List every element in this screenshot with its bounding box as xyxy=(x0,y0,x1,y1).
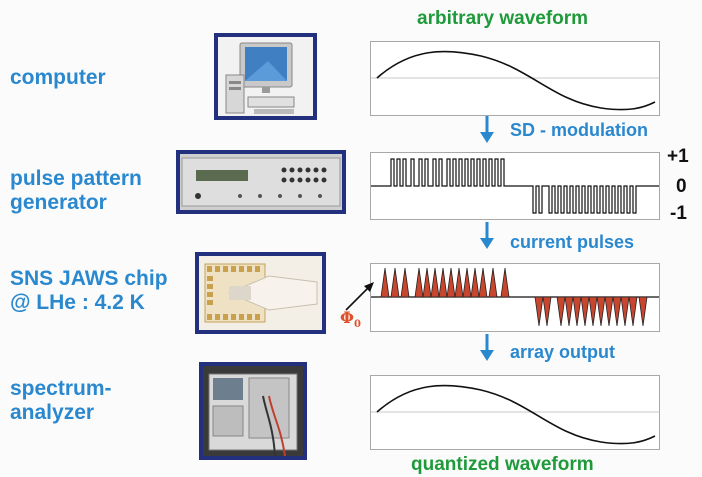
negative-pulse xyxy=(580,296,590,327)
computer-image xyxy=(214,33,317,120)
quantized-sine-curve xyxy=(376,384,656,445)
pulse-train xyxy=(371,158,659,214)
computer-icon xyxy=(218,37,313,116)
positive-pulse xyxy=(414,267,424,298)
negative-pulse xyxy=(596,296,606,327)
positive-pulse xyxy=(462,267,472,298)
positive-pulse xyxy=(400,267,410,298)
pulse-pattern-generator-image xyxy=(176,150,346,214)
positive-pulse xyxy=(454,267,464,298)
positive-pulse xyxy=(446,267,456,298)
positive-pulse xyxy=(438,267,448,298)
signal-generator-icon xyxy=(180,154,342,210)
plot-sd-modulation xyxy=(370,152,660,220)
label-pulse-pattern-generator: pulse pattern generator xyxy=(10,167,142,214)
negative-pulse xyxy=(620,296,630,327)
plot-current-pulses xyxy=(370,263,660,332)
flux-quantum-label: Φ0 xyxy=(340,308,361,331)
down-arrow-icon xyxy=(480,222,494,249)
negative-pulse xyxy=(612,296,622,327)
negative-pulse xyxy=(638,296,648,327)
negative-pulse xyxy=(556,296,566,327)
negative-pulse xyxy=(542,296,552,327)
positive-pulse xyxy=(422,267,432,298)
plot-quantized-waveform xyxy=(370,375,660,450)
positive-pulse xyxy=(470,267,480,298)
down-arrow-icon xyxy=(480,116,494,143)
positive-pulse xyxy=(488,267,498,298)
down-arrow-icon xyxy=(480,334,494,361)
level-minus-one: -1 xyxy=(670,203,687,224)
negative-pulse xyxy=(564,296,574,327)
chip-icon xyxy=(199,256,322,330)
title-arbitrary-waveform: arbitrary waveform xyxy=(417,8,589,29)
jaws-chip-image xyxy=(195,252,326,334)
label-jaws-chip: SNS JAWS chip @ LHe : 4.2 K xyxy=(10,267,168,314)
title-quantized-waveform: quantized waveform xyxy=(411,454,594,475)
step-current-pulses: current pulses xyxy=(510,232,635,252)
negative-pulse xyxy=(604,296,614,327)
sine-curve xyxy=(376,50,656,111)
negative-pulse xyxy=(534,296,544,327)
step-sd-modulation: SD - modulation xyxy=(510,120,648,140)
step-array-output: array output xyxy=(510,342,616,362)
label-spectrum-analyzer: spectrum- analyzer xyxy=(10,377,112,424)
instrument-icon xyxy=(203,366,303,456)
negative-pulse xyxy=(572,296,582,327)
positive-pulse xyxy=(430,267,440,298)
level-zero: 0 xyxy=(676,176,687,197)
negative-pulse xyxy=(588,296,598,327)
spectrum-analyzer-image xyxy=(199,362,307,460)
label-computer: computer xyxy=(10,66,106,89)
level-plus-one: +1 xyxy=(667,146,689,167)
positive-pulse xyxy=(380,267,390,298)
plot-arbitrary-waveform xyxy=(370,41,660,116)
positive-pulse xyxy=(500,267,510,298)
pointer-arrow-icon xyxy=(345,282,374,311)
negative-pulse xyxy=(628,296,638,327)
positive-pulse xyxy=(478,267,488,298)
positive-pulse xyxy=(390,267,400,298)
